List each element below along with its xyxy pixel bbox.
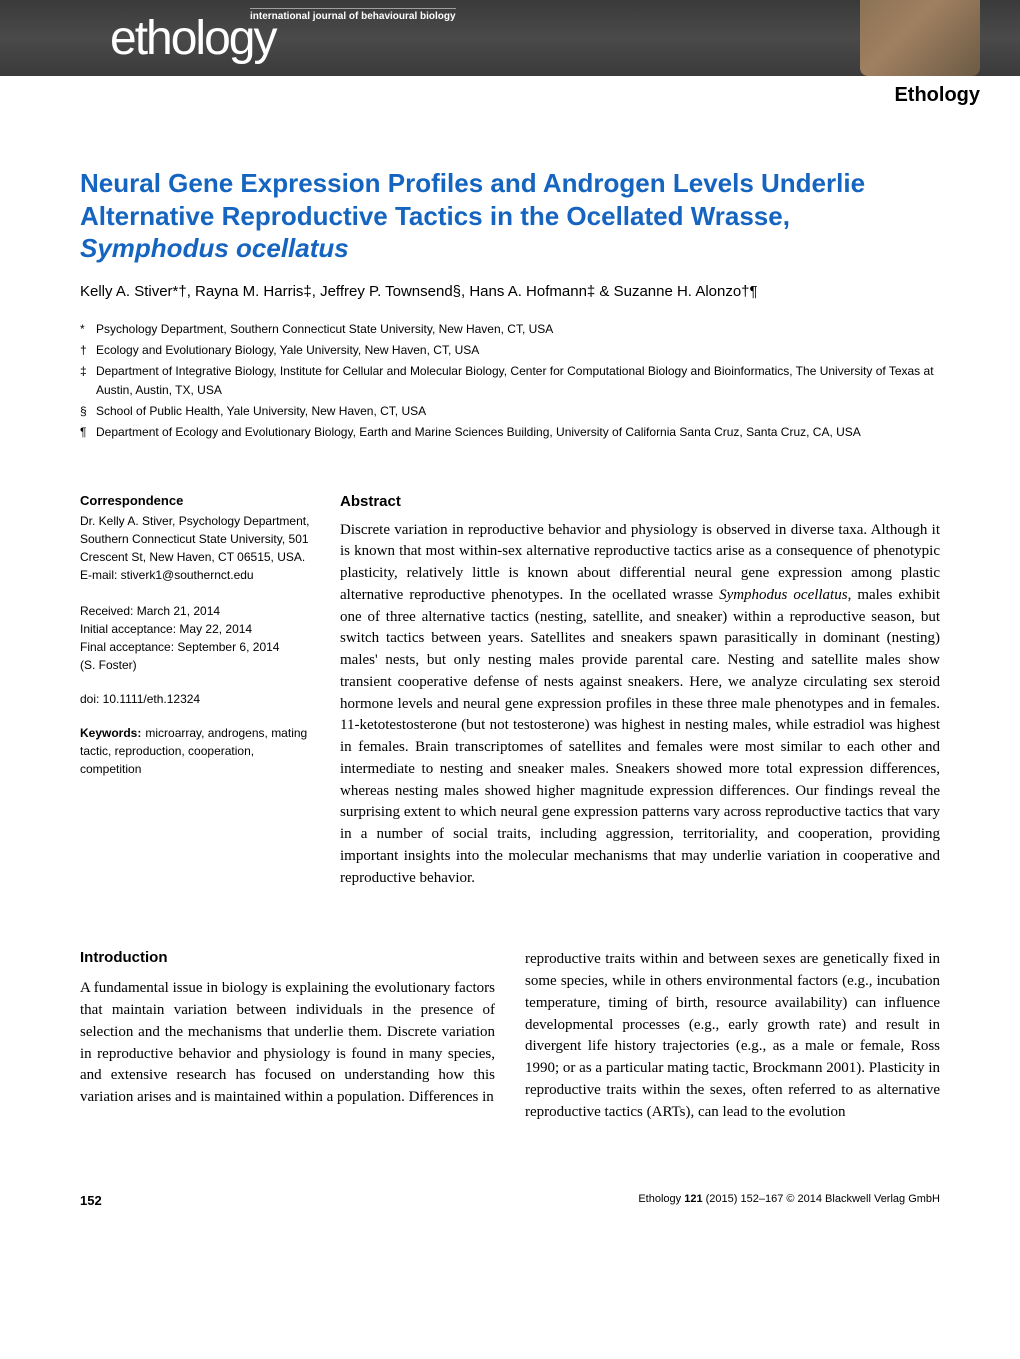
article-title: Neural Gene Expression Profiles and Andr…: [80, 167, 940, 265]
abstract-body: Discrete variation in reproductive behav…: [340, 520, 940, 890]
affiliations-block: * Psychology Department, Southern Connec…: [80, 320, 940, 443]
volume-number: 121: [684, 1193, 702, 1205]
article-content: Neural Gene Expression Profiles and Andr…: [0, 107, 1020, 1163]
affil-symbol: ‡: [80, 362, 96, 400]
intro-col-right: reproductive traits within and between s…: [525, 949, 940, 1123]
meta-abstract-row: Correspondence Dr. Kelly A. Stiver, Psyc…: [80, 493, 940, 890]
introduction-section: Introduction A fundamental issue in biol…: [80, 949, 940, 1123]
affiliation-row: * Psychology Department, Southern Connec…: [80, 320, 940, 339]
affil-symbol: †: [80, 341, 96, 360]
correspondence-email: E-mail: stiverk1@southernct.edu: [80, 568, 254, 582]
abstract-post: , males exhibit one of three alternative…: [340, 587, 940, 886]
affiliation-row: ‡ Department of Integrative Biology, Ins…: [80, 362, 940, 400]
affil-text: Ecology and Evolutionary Biology, Yale U…: [96, 341, 479, 360]
affil-text: Department of Integrative Biology, Insti…: [96, 362, 940, 400]
keywords-label: Keywords:: [80, 726, 141, 740]
affil-text: School of Public Health, Yale University…: [96, 402, 426, 421]
title-line2: Alternative Reproductive Tactics in the …: [80, 201, 790, 231]
editor-name: (S. Foster): [80, 658, 137, 672]
journal-banner: international journal of behavioural bio…: [0, 0, 1020, 76]
affiliation-row: † Ecology and Evolutionary Biology, Yale…: [80, 341, 940, 360]
doi-text: doi: 10.1111/eth.12324: [80, 692, 310, 706]
date-final: Final acceptance: September 6, 2014: [80, 640, 279, 654]
banner-species-image: [860, 0, 980, 76]
meta-sidebar: Correspondence Dr. Kelly A. Stiver, Psyc…: [80, 493, 310, 890]
banner-subtitle: international journal of behavioural bio…: [250, 8, 456, 22]
copyright-post: (2015) 152–167 © 2014 Blackwell Verlag G…: [703, 1193, 940, 1205]
affiliation-row: § School of Public Health, Yale Universi…: [80, 402, 940, 421]
copyright-pre: Ethology: [638, 1193, 684, 1205]
keywords-block: Keywords: microarray, androgens, mating …: [80, 724, 310, 778]
abstract-heading: Abstract: [340, 493, 940, 510]
affil-text: Psychology Department, Southern Connecti…: [96, 320, 553, 339]
journal-logo: ethology: [0, 11, 275, 66]
abstract-column: Abstract Discrete variation in reproduct…: [340, 493, 940, 890]
correspondence-body: Dr. Kelly A. Stiver, Psychology Departme…: [80, 512, 310, 584]
affiliation-row: ¶ Department of Ecology and Evolutionary…: [80, 423, 940, 442]
correspondence-address: Dr. Kelly A. Stiver, Psychology Departme…: [80, 514, 309, 564]
affil-symbol: ¶: [80, 423, 96, 442]
intro-body-right: reproductive traits within and between s…: [525, 949, 940, 1123]
page-footer: 152 Ethology 121 (2015) 152–167 © 2014 B…: [0, 1163, 1020, 1238]
title-line1: Neural Gene Expression Profiles and Andr…: [80, 168, 865, 198]
copyright-text: Ethology 121 (2015) 152–167 © 2014 Black…: [638, 1193, 940, 1208]
journal-name-label: Ethology: [0, 76, 1020, 107]
introduction-heading: Introduction: [80, 949, 495, 966]
dates-block: Received: March 21, 2014 Initial accepta…: [80, 602, 310, 674]
affil-text: Department of Ecology and Evolutionary B…: [96, 423, 861, 442]
affil-symbol: *: [80, 320, 96, 339]
affil-symbol: §: [80, 402, 96, 421]
page-number: 152: [80, 1193, 102, 1208]
title-species: Symphodus ocellatus: [80, 233, 349, 263]
abstract-species: Symphodus ocellatus: [719, 587, 848, 603]
intro-col-left: Introduction A fundamental issue in biol…: [80, 949, 495, 1123]
intro-body-left: A fundamental issue in biology is explai…: [80, 978, 495, 1109]
date-initial: Initial acceptance: May 22, 2014: [80, 622, 252, 636]
authors-list: Kelly A. Stiver*†, Rayna M. Harris‡, Jef…: [80, 283, 940, 300]
date-received: Received: March 21, 2014: [80, 604, 220, 618]
correspondence-heading: Correspondence: [80, 493, 310, 508]
